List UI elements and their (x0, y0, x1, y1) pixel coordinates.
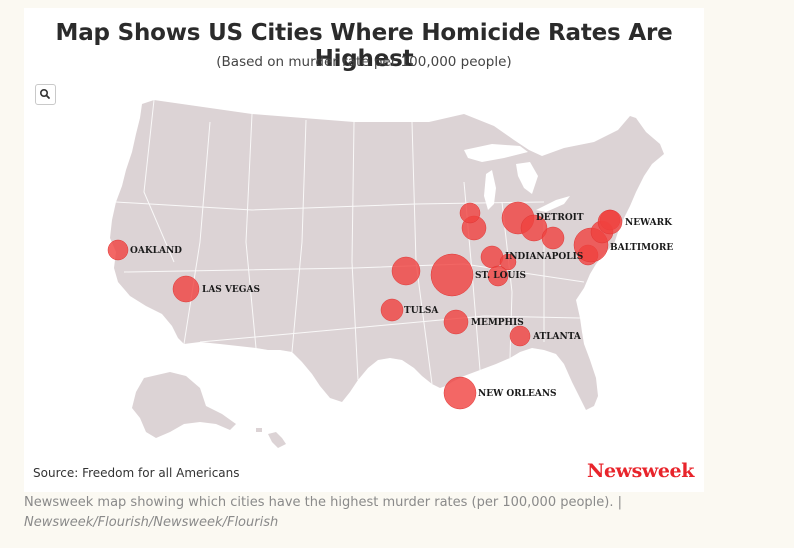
city-labels: OAKLAND LAS VEGAS TULSA ST. LOUIS MEMPHI… (130, 213, 673, 399)
bubble-milwaukee[interactable] (459, 202, 481, 224)
label-indianapolis: INDIANAPOLIS (505, 252, 583, 262)
city-bubbles (107, 201, 623, 410)
map-subtitle: (Based on murder rate per 100,000 people… (216, 54, 512, 70)
map-title: Map Shows US Cities Where Homicide Rates… (55, 20, 673, 72)
bubble-memphis[interactable] (443, 309, 469, 335)
search-icon (40, 89, 50, 99)
hawaii (256, 428, 286, 448)
bubble-tulsa[interactable] (380, 298, 404, 322)
image-caption: Newsweek map showing which cities have t… (24, 493, 744, 533)
bubble-indianapolis[interactable] (480, 245, 504, 269)
bubble-st-louis[interactable] (430, 253, 474, 297)
us-map: OAKLAND LAS VEGAS TULSA ST. LOUIS MEMPHI… (107, 99, 673, 448)
map-card: Map Shows US Cities Where Homicide Rates… (24, 8, 704, 492)
bubble-cincinnati[interactable] (487, 265, 509, 287)
bubble-toledo[interactable] (520, 214, 548, 242)
label-new-orleans: NEW ORLEANS (478, 389, 557, 399)
bubble-las-vegas[interactable] (172, 275, 200, 303)
zoom-button[interactable] (35, 84, 56, 105)
lake-huron (516, 162, 538, 194)
alaska (132, 372, 236, 438)
label-tulsa: TULSA (404, 306, 439, 316)
lake-michigan (484, 170, 496, 210)
label-oakland: OAKLAND (130, 246, 182, 256)
bubble-oakland[interactable] (107, 239, 129, 261)
label-st-louis: ST. LOUIS (475, 271, 526, 281)
bubble-atlanta[interactable] (509, 325, 531, 347)
bubble-kansas-city[interactable] (391, 256, 421, 286)
caption-text: Newsweek map showing which cities have t… (24, 495, 623, 510)
bubble-newark[interactable] (597, 209, 623, 235)
label-newark: NEWARK (625, 218, 673, 228)
bubble-cleveland[interactable] (541, 226, 565, 250)
bubble-louisville[interactable] (499, 253, 517, 271)
label-baltimore: BALTIMORE (610, 243, 673, 253)
label-atlanta: ATLANTA (532, 332, 582, 342)
label-las-vegas: LAS VEGAS (202, 285, 260, 295)
lake-erie (536, 196, 570, 212)
label-memphis: MEMPHIS (471, 318, 524, 328)
label-detroit: DETROIT (536, 213, 584, 223)
caption-credit: Newsweek/Flourish/Newsweek/Flourish (24, 515, 279, 530)
lake-superior (464, 144, 528, 162)
newsweek-logo: Newsweek (586, 460, 694, 482)
source-note: Source: Freedom for all Americans (33, 466, 240, 480)
bubble-new-orleans[interactable] (443, 376, 477, 410)
